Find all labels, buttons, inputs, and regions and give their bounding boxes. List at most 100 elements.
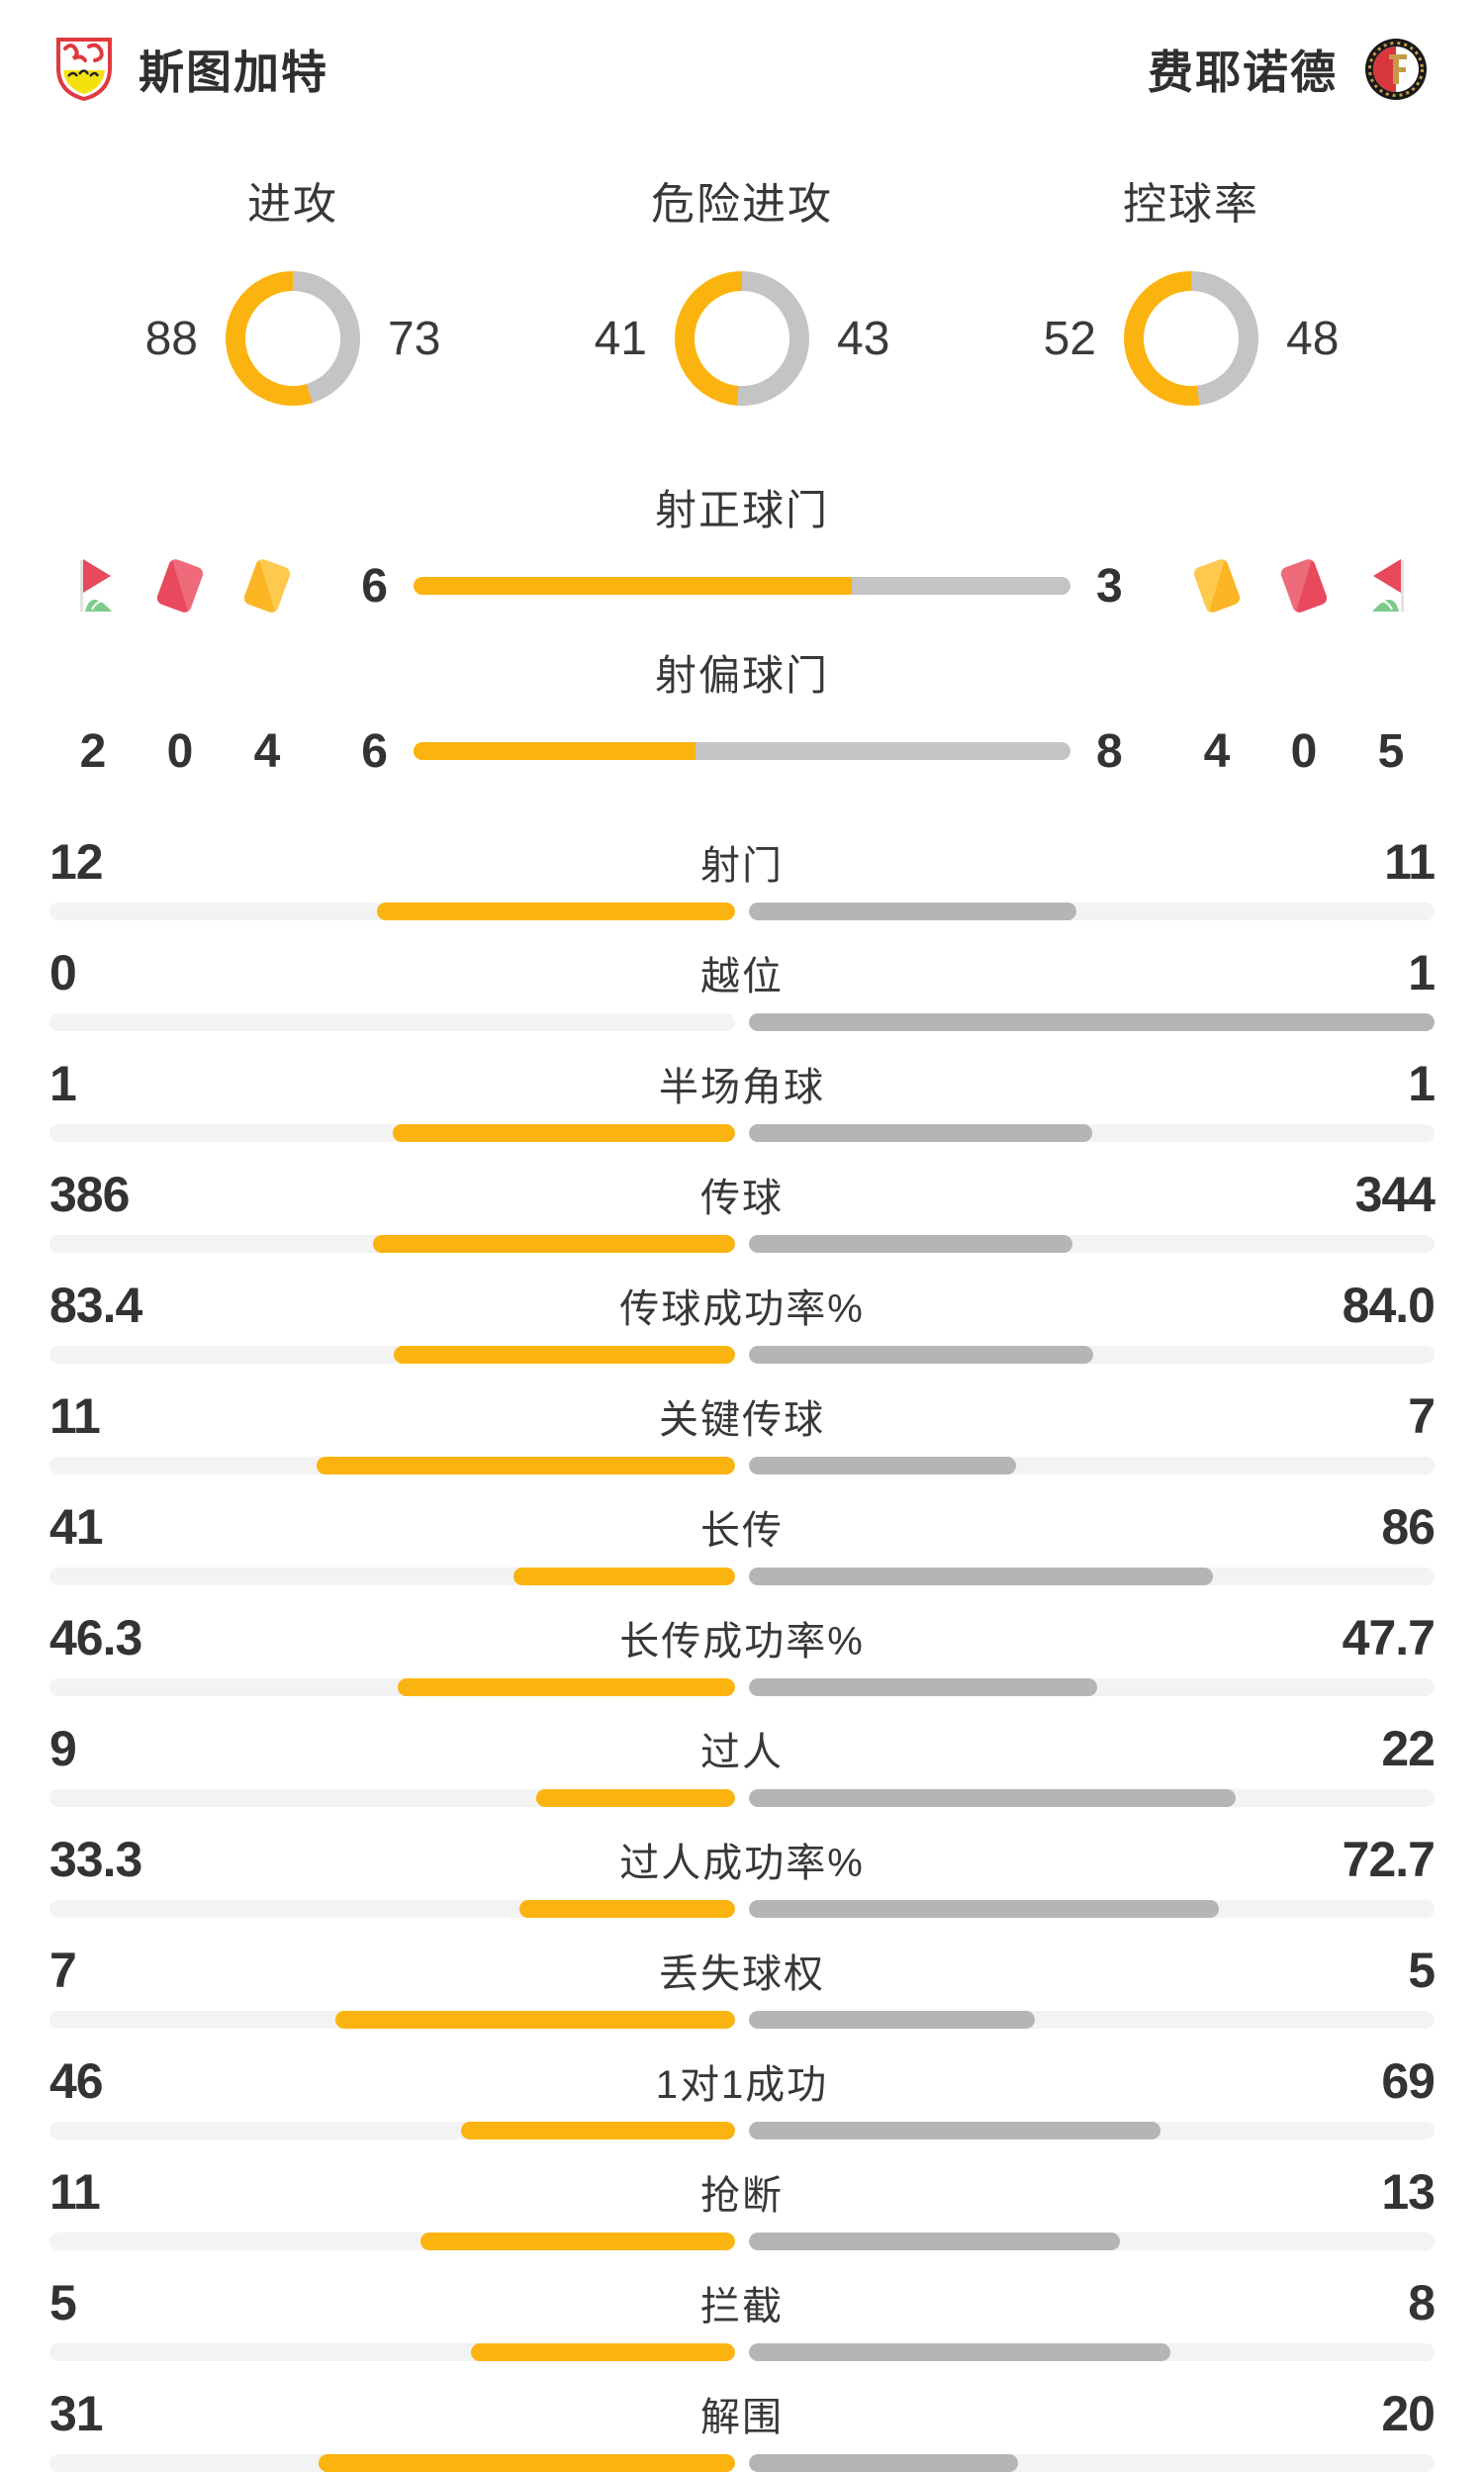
stat-bar xyxy=(49,2233,1435,2250)
stat-home-value: 41 xyxy=(49,1499,104,1555)
stat-away-value: 8 xyxy=(1408,2275,1436,2330)
stat-home-value: 11 xyxy=(49,1388,101,1444)
stat-bar xyxy=(49,1678,1435,1696)
stat-label: 过人 xyxy=(700,1731,784,1774)
away-team-name: 费耶诺德 xyxy=(1148,47,1338,98)
stat-label: 长传成功率% xyxy=(619,1620,865,1664)
donut-dangerous-attacks: 危险进攻 41 43 xyxy=(576,168,908,406)
stat-home-value: 5 xyxy=(49,2275,77,2330)
stat-bar xyxy=(49,2454,1435,2472)
donut-away-value: 73 xyxy=(388,312,441,365)
stat-label: 关键传球 xyxy=(659,1398,825,1442)
home-discipline-values: 2 0 4 xyxy=(49,724,311,779)
stat-label: 半场角球 xyxy=(659,1066,825,1109)
corner-flag-icon xyxy=(80,559,112,612)
stat-bar xyxy=(49,1457,1435,1474)
stat-away-value: 11 xyxy=(1384,834,1436,890)
stat-home-value: 0 xyxy=(49,945,77,1000)
stat-away-value: 7 xyxy=(1408,1388,1436,1444)
match-header: 斯图加特 费耶诺德 xyxy=(0,34,1484,105)
stat-row-clearances: 31 解围 20 xyxy=(49,2386,1436,2472)
shots-on-target-label: 射正球门 xyxy=(654,487,829,533)
stat-label: 长传 xyxy=(700,1509,784,1553)
donut-possession: 控球率 52 48 xyxy=(1025,168,1357,406)
donut-home-value: 88 xyxy=(144,312,198,365)
stat-label: 丢失球权 xyxy=(659,1952,825,1996)
stat-home-value: 33.3 xyxy=(49,1832,142,1887)
away-discipline-icons xyxy=(1173,556,1435,616)
donut-title: 危险进攻 xyxy=(651,180,833,229)
stat-label: 传球成功率% xyxy=(619,1287,865,1331)
donut-ring xyxy=(226,271,360,406)
stat-away-value: 1 xyxy=(1408,1056,1436,1111)
stat-away-value: 84.0 xyxy=(1342,1278,1436,1333)
stat-row-long-balls: 41 长传 86 xyxy=(49,1499,1436,1585)
stat-row-dribbles: 9 过人 22 xyxy=(49,1721,1436,1807)
stat-bar xyxy=(49,1568,1435,1585)
stat-bar xyxy=(49,1346,1435,1364)
home-discipline-icons xyxy=(49,556,311,616)
home-yellow-cards-count: 4 xyxy=(253,724,281,778)
stat-bar xyxy=(49,1013,1435,1031)
stat-home-value: 31 xyxy=(49,2386,104,2441)
stat-label: 解围 xyxy=(700,2396,784,2439)
yellow-card-icon xyxy=(241,557,293,615)
red-card-icon xyxy=(1278,557,1330,615)
stat-label: 越位 xyxy=(700,955,784,998)
shots-off-target-label: 射偏球门 xyxy=(654,652,829,699)
donut-ring xyxy=(1124,271,1258,406)
home-corners-count: 2 xyxy=(79,724,107,778)
stat-away-value: 5 xyxy=(1408,1943,1436,1998)
away-team-logo xyxy=(1365,39,1427,100)
stat-label: 抢断 xyxy=(700,2174,784,2218)
stat-bar xyxy=(49,2011,1435,2029)
stat-row-duels-won: 46 1对1成功 69 xyxy=(49,2053,1436,2139)
stat-row-half-corners: 1 半场角球 1 xyxy=(49,1056,1436,1142)
stat-bar xyxy=(49,1789,1435,1807)
donut-home-value: 41 xyxy=(594,312,647,365)
stat-away-value: 72.7 xyxy=(1342,1832,1436,1887)
stat-home-value: 386 xyxy=(49,1167,130,1222)
stat-bar xyxy=(49,2122,1435,2139)
stat-bar xyxy=(49,1124,1435,1142)
shots-on-target-away: 3 xyxy=(1096,559,1123,613)
stat-away-value: 86 xyxy=(1381,1499,1436,1555)
donut-ring xyxy=(675,271,809,406)
stat-bar xyxy=(49,1900,1435,1918)
stat-label: 传球 xyxy=(700,1177,784,1220)
stat-home-value: 7 xyxy=(49,1943,77,1998)
stat-home-value: 12 xyxy=(49,834,104,890)
home-team: 斯图加特 xyxy=(55,37,328,102)
stat-home-value: 46.3 xyxy=(49,1610,142,1665)
stat-home-value: 9 xyxy=(49,1721,77,1776)
shots-off-target-row: 2 0 4 6 8 4 0 5 xyxy=(0,713,1484,790)
stat-row-key-passes: 11 关键传球 7 xyxy=(49,1388,1436,1474)
donut-away-value: 43 xyxy=(837,312,890,365)
stat-row-pass-accuracy: 83.4 传球成功率% 84.0 xyxy=(49,1278,1436,1364)
red-card-icon xyxy=(154,557,206,615)
stat-away-value: 22 xyxy=(1381,1721,1436,1776)
donut-attacks: 进攻 88 73 xyxy=(127,168,459,406)
stat-bar xyxy=(49,903,1435,920)
stat-bar xyxy=(49,1235,1435,1253)
donut-title: 进攻 xyxy=(247,180,338,229)
stat-label: 1对1成功 xyxy=(655,2063,829,2107)
stat-row-possession-lost: 7 丢失球权 5 xyxy=(49,1943,1436,2029)
shots-on-target-bar xyxy=(414,577,1070,595)
stat-row-dribble-success: 33.3 过人成功率% 72.7 xyxy=(49,1832,1436,1918)
stat-away-value: 20 xyxy=(1381,2386,1436,2441)
home-team-logo xyxy=(56,38,112,102)
shots-section: 射正球门 6 3 xyxy=(0,477,1484,790)
home-team-name: 斯图加特 xyxy=(139,47,328,98)
stat-row-offsides: 0 越位 1 xyxy=(49,945,1436,1031)
away-red-cards-count: 0 xyxy=(1290,724,1318,778)
stat-row-passes: 386 传球 344 xyxy=(49,1167,1436,1253)
donut-title: 控球率 xyxy=(1123,180,1259,229)
stat-home-value: 11 xyxy=(49,2164,101,2220)
corner-flag-icon xyxy=(1372,559,1404,612)
donut-home-value: 52 xyxy=(1043,312,1096,365)
stat-home-value: 46 xyxy=(49,2053,104,2109)
stat-label: 拦截 xyxy=(700,2285,784,2329)
stat-row-tackles: 11 抢断 13 xyxy=(49,2164,1436,2250)
stat-label: 射门 xyxy=(700,844,784,888)
